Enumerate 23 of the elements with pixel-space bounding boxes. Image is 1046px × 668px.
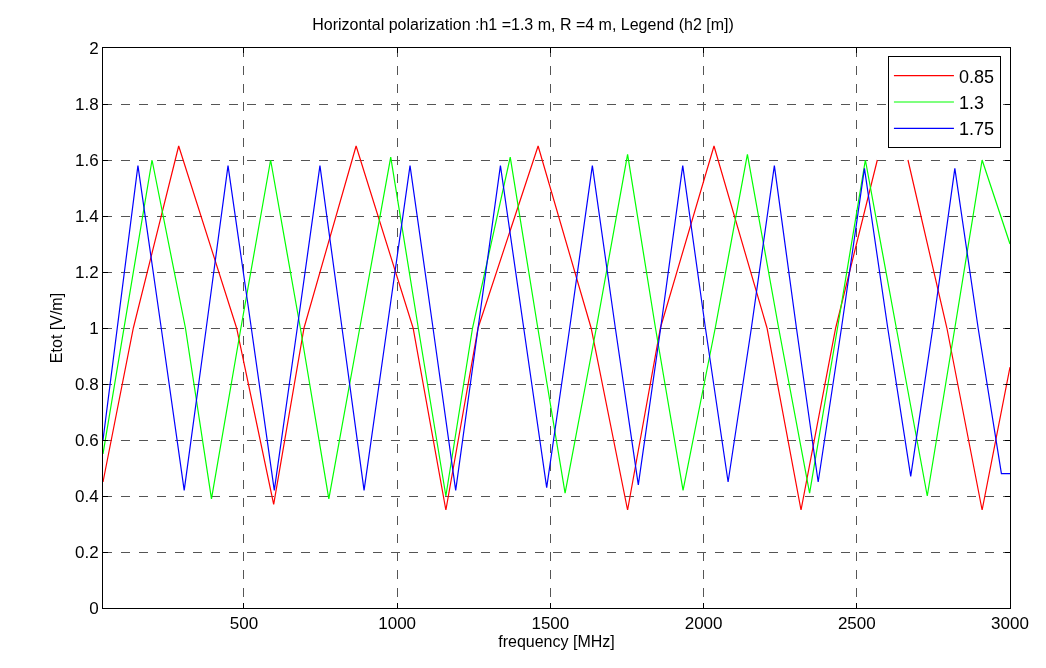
y-tick-label: 1.2	[74, 262, 99, 282]
y-tick-label: 1.6	[74, 150, 99, 170]
y-tick-label: 0	[89, 598, 99, 618]
x-tick-label: 2500	[837, 614, 876, 634]
y-tick-label: 0.6	[74, 430, 99, 450]
x-axis-title: frequency [MHz]	[498, 633, 615, 651]
y-tick-label: 1	[89, 318, 99, 338]
legend-label: 0.85	[958, 66, 994, 87]
y-tick-label: 1.8	[74, 94, 99, 114]
y-tick-label: 0.8	[74, 374, 99, 394]
y-tick-label: 2	[89, 38, 99, 58]
chart-title: Horizontal polarization :h1 =1.3 m, R =4 m, Legend (h2 [m])	[312, 16, 734, 34]
y-tick-label: 1.4	[74, 206, 99, 226]
legend-label: 1.75	[958, 119, 994, 140]
x-tick-label: 1500	[531, 614, 570, 634]
x-tick-label: 2000	[684, 614, 723, 634]
x-tick-label: 500	[229, 614, 259, 634]
y-tick-label: 0.2	[74, 542, 99, 562]
x-tick-label: 3000	[991, 614, 1029, 634]
legend-label: 1.3	[958, 93, 984, 114]
y-tick-label: 0.4	[74, 486, 99, 506]
y-axis-title: Etot [V/m]	[47, 292, 65, 364]
x-tick-label: 1000	[378, 614, 417, 634]
